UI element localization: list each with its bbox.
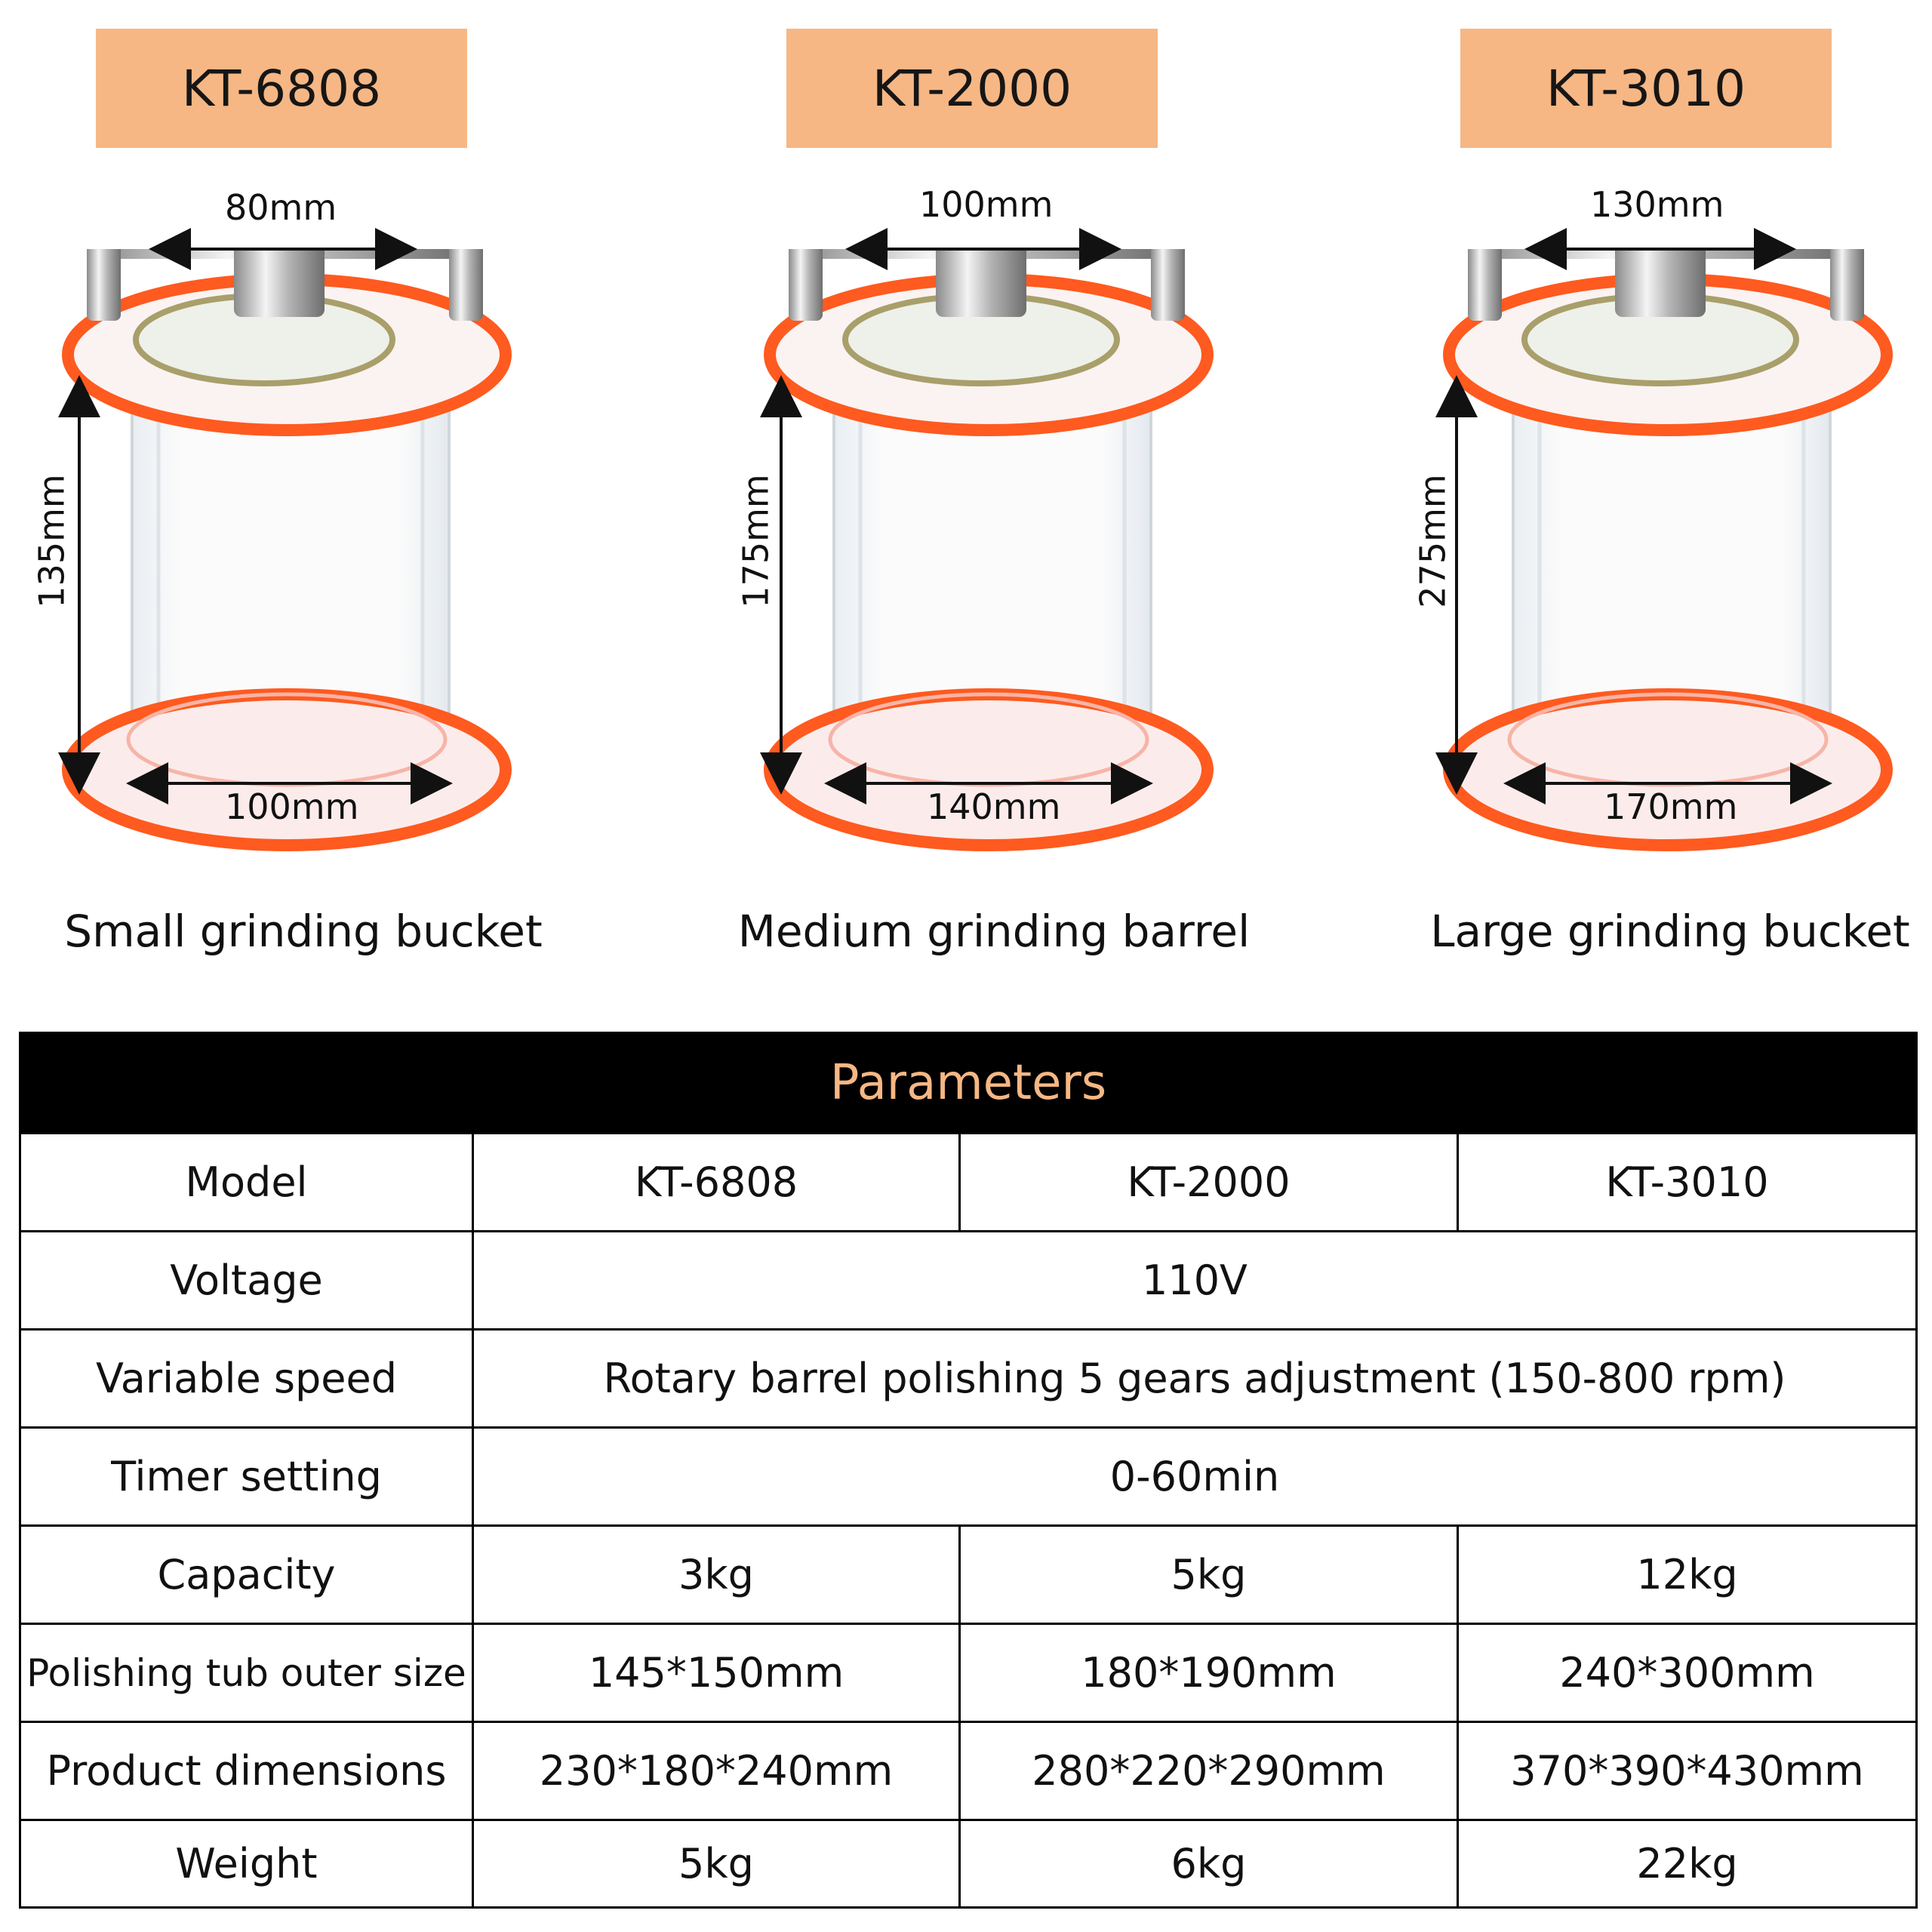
parameters-table: Parameters Model KT-6808 KT-2000 KT-3010… — [19, 1032, 1918, 1909]
table-row-voltage: Voltage 110V — [21, 1230, 1915, 1328]
model-tag-kt6808: KT-6808 — [96, 29, 467, 148]
cell: 110V — [1141, 1257, 1247, 1304]
table-row-weight: Weight 5kg 6kg 22kg — [21, 1819, 1915, 1906]
height-label: 135mm — [31, 474, 72, 608]
cell: KT-3010 — [1605, 1158, 1769, 1206]
cell: 280*220*290mm — [961, 1723, 1459, 1819]
row-label: Variable speed — [21, 1331, 474, 1426]
cell: 180*190mm — [961, 1625, 1459, 1721]
table-row-timer: Timer setting 0-60min — [21, 1426, 1915, 1524]
cell: 0-60min — [1109, 1453, 1280, 1500]
bottom-width-label: 100mm — [225, 786, 359, 827]
table-row-tub: Polishing tub outer size 145*150mm 180*1… — [21, 1623, 1915, 1721]
row-label: Polishing tub outer size — [21, 1625, 474, 1721]
cell: 230*180*240mm — [474, 1723, 961, 1819]
cell: KT-6808 — [474, 1134, 961, 1230]
row-label: Product dimensions — [21, 1723, 474, 1819]
table-row-model: Model KT-6808 KT-2000 KT-3010 — [21, 1132, 1915, 1230]
top-width-label: 130mm — [1590, 184, 1724, 225]
top-width-label: 100mm — [919, 184, 1054, 225]
cell: 5kg — [474, 1821, 961, 1906]
cell: KT-2000 — [961, 1134, 1459, 1230]
cell: 5kg — [961, 1527, 1459, 1623]
cell: 370*390*430mm — [1510, 1747, 1864, 1795]
height-label: 275mm — [1412, 474, 1454, 608]
row-label: Voltage — [21, 1232, 474, 1328]
cell: 12kg — [1636, 1551, 1738, 1598]
dimension-arrows — [58, 228, 1832, 804]
cell: 6kg — [961, 1821, 1459, 1906]
cell: 145*150mm — [474, 1625, 961, 1721]
top-width-label: 80mm — [225, 187, 337, 228]
row-label: Weight — [21, 1821, 474, 1906]
table-title: Parameters — [21, 1034, 1915, 1132]
height-label: 175mm — [735, 474, 777, 608]
row-label: Model — [21, 1134, 474, 1230]
model-tag-kt2000: KT-2000 — [786, 29, 1158, 148]
bottom-width-label: 140mm — [927, 786, 1061, 827]
cell: 22kg — [1636, 1840, 1738, 1887]
cell: Rotary barrel polishing 5 gears adjustme… — [603, 1355, 1786, 1402]
caption-medium: Medium grinding barrel — [737, 906, 1251, 957]
row-label: Capacity — [21, 1527, 474, 1623]
table-row-capacity: Capacity 3kg 5kg 12kg — [21, 1524, 1915, 1623]
table-row-dimensions: Product dimensions 230*180*240mm 280*220… — [21, 1721, 1915, 1819]
cell: 3kg — [474, 1527, 961, 1623]
caption-small: Small grinding bucket — [64, 906, 543, 957]
caption-large: Large grinding bucket — [1430, 906, 1910, 957]
model-tag-kt3010: KT-3010 — [1460, 29, 1832, 148]
cell: 240*300mm — [1559, 1649, 1815, 1697]
table-row-speed: Variable speed Rotary barrel polishing 5… — [21, 1328, 1915, 1426]
bottom-width-label: 170mm — [1604, 786, 1738, 827]
row-label: Timer setting — [21, 1429, 474, 1524]
